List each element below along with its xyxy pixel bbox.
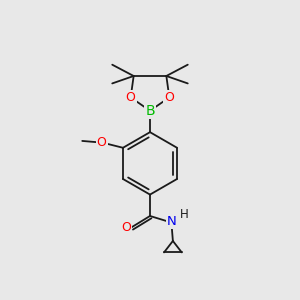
Text: N: N [167,215,177,228]
Text: O: O [164,91,174,104]
Text: O: O [121,221,131,234]
Text: H: H [179,208,188,221]
Text: O: O [126,91,136,104]
Text: B: B [145,104,155,118]
Text: O: O [97,136,106,149]
